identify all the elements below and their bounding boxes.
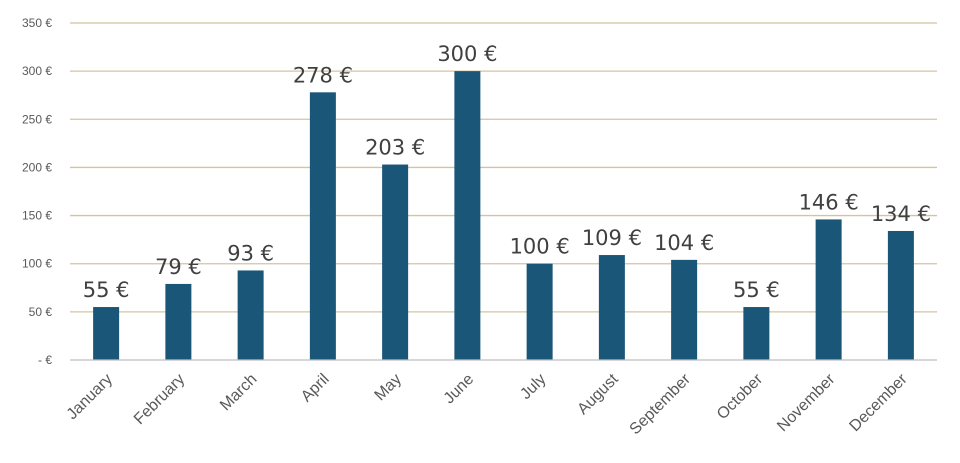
x-tick-label: April [298, 371, 333, 406]
bar-october [743, 307, 770, 360]
y-tick-label: 300 € [22, 64, 52, 78]
x-tick-label: February [131, 371, 188, 428]
bar-february [165, 283, 192, 360]
y-tick-label: 200 € [22, 160, 52, 174]
y-tick-label: 100 € [22, 257, 52, 271]
data-label: 146 € [799, 190, 859, 214]
y-tick-label: - € [38, 353, 52, 367]
x-tick-label: November [774, 370, 839, 435]
x-tick-label: May [372, 371, 405, 404]
y-tick-label: 350 € [22, 16, 52, 30]
y-tick-label: 50 € [29, 305, 53, 319]
x-tick-label: September [627, 370, 695, 438]
data-label: 203 € [365, 136, 425, 160]
bar-may [382, 164, 409, 360]
bar-june [454, 71, 481, 361]
x-tick-label: June [441, 371, 478, 408]
data-label: 79 € [155, 255, 202, 279]
data-label: 55 € [733, 278, 780, 302]
x-tick-label: October [714, 370, 767, 423]
data-label: 300 € [437, 42, 497, 66]
x-tick-label: August [574, 370, 622, 418]
x-tick-label: January [64, 371, 116, 423]
data-label: 55 € [83, 278, 130, 302]
bar-april [309, 92, 336, 360]
bar-january [93, 307, 120, 360]
y-tick-label: 250 € [22, 112, 52, 126]
x-tick-label: July [517, 371, 549, 403]
data-label: 278 € [293, 63, 353, 87]
bars [93, 71, 914, 361]
bar-december [887, 230, 914, 360]
bar-november [815, 219, 842, 360]
gridlines [70, 22, 937, 313]
data-labels: 55 € 79 € 93 € 278 € 203 € 300 € 100 € 109 € 104… [83, 42, 931, 302]
data-label: 104 € [654, 231, 714, 255]
data-label: 93 € [227, 241, 274, 265]
y-axis-ticks: - € 50 € 100 € 150 € 200 € 250 € 300 € 350 € [22, 16, 52, 367]
data-label: 109 € [582, 226, 642, 250]
bar-march [237, 270, 264, 360]
x-tick-label: December [846, 370, 911, 435]
data-label: 134 € [871, 202, 931, 226]
data-label: 100 € [510, 235, 570, 259]
bar-august [598, 255, 625, 360]
x-tick-label: March [217, 371, 260, 414]
x-axis-ticks: January February March April May June July Augu… [64, 370, 911, 438]
bar-july [526, 263, 553, 360]
y-tick-label: 150 € [22, 209, 52, 223]
bar-september [671, 259, 698, 360]
